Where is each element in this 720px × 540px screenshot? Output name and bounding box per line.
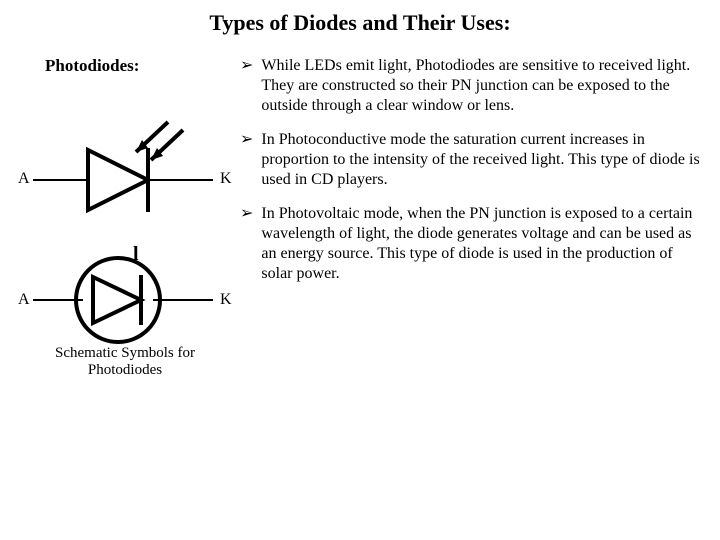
bullet-item: ➢ In Photovoltaic mode, when the PN junc… (240, 204, 700, 284)
bullet-marker-icon: ➢ (240, 204, 253, 284)
page-title: Types of Diodes and Their Uses: (0, 0, 720, 36)
section-subtitle: Photodiodes: (45, 56, 139, 76)
diode-svg-icon (28, 245, 228, 345)
bullet-text: While LEDs emit light, Photodiodes are s… (261, 56, 700, 116)
bullet-marker-icon: ➢ (240, 130, 253, 190)
photodiode-symbol-1: A K (28, 120, 228, 220)
anode-label: A (18, 291, 30, 309)
bullet-list: ➢ While LEDs emit light, Photodiodes are… (240, 56, 700, 298)
cathode-label: K (220, 291, 232, 309)
diode-svg-icon (28, 120, 228, 220)
bullet-item: ➢ In Photoconductive mode the saturation… (240, 130, 700, 190)
bullet-text: In Photoconductive mode the saturation c… (261, 130, 700, 190)
lambda-label: l (133, 243, 139, 266)
photodiode-symbol-2: A K l (28, 245, 228, 345)
bullet-marker-icon: ➢ (240, 56, 253, 116)
bullet-text: In Photovoltaic mode, when the PN juncti… (261, 204, 700, 284)
cathode-label: K (220, 170, 232, 188)
anode-label: A (18, 170, 30, 188)
bullet-item: ➢ While LEDs emit light, Photodiodes are… (240, 56, 700, 116)
diagram-caption: Schematic Symbols for Photodiodes (35, 345, 215, 379)
